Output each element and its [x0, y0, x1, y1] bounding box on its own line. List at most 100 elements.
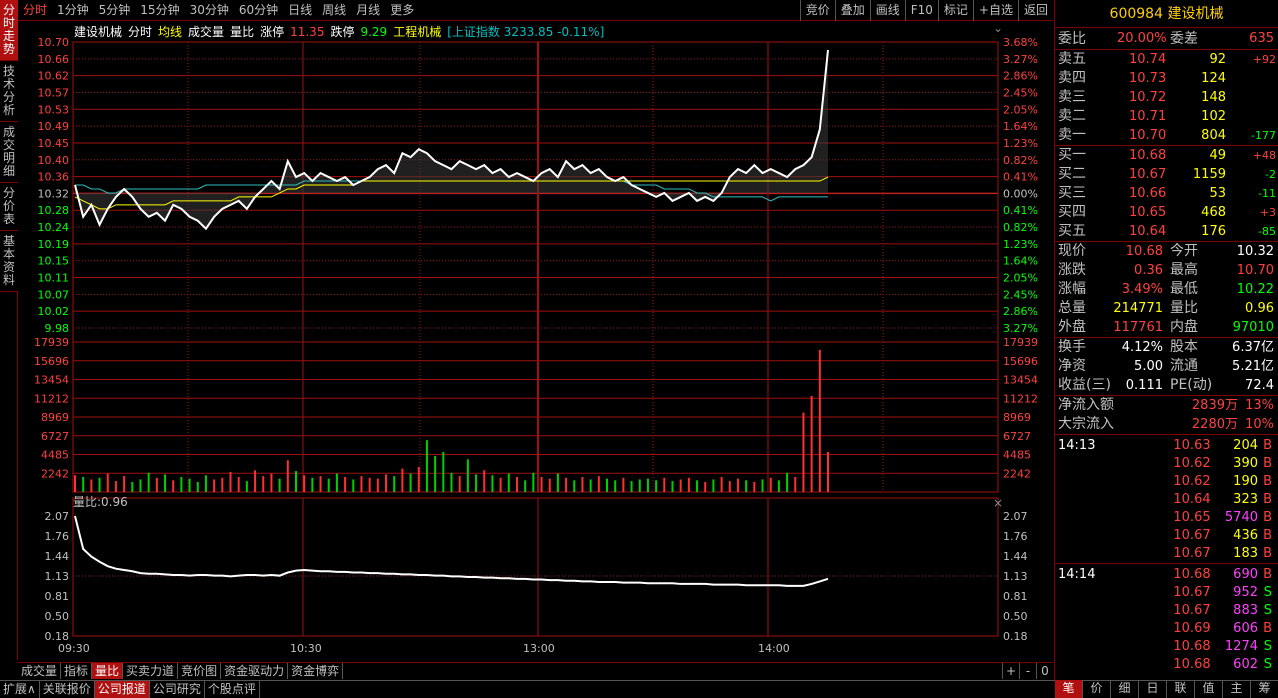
subtab-buysell-force[interactable]: 买卖力道: [123, 663, 179, 679]
f10-button[interactable]: F10: [904, 0, 938, 21]
tab-weekly[interactable]: 周线: [322, 3, 347, 17]
quote-panel-tab[interactable]: 笔: [1055, 680, 1083, 698]
legend-limit-up-value: 11.35: [290, 25, 325, 39]
volume-tick-label: 13454: [1003, 374, 1038, 387]
zoom-in-button[interactable]: +: [1002, 663, 1019, 679]
tab-5min[interactable]: 5分钟: [98, 3, 131, 17]
quote-panel-tab[interactable]: 细: [1111, 680, 1139, 698]
intraday-chart[interactable]: 10.70 10.66 10.62 10.57 10.53 10.49 10.45 10.40…: [18, 22, 1053, 662]
quote-row[interactable]: 总量 214771 量比 0.96: [1055, 299, 1278, 318]
quote-panel-tab[interactable]: 联: [1167, 680, 1195, 698]
btab-expand[interactable]: 扩展∧: [0, 681, 40, 698]
mark-button[interactable]: 标记: [937, 0, 973, 21]
volume-ratio-label: 量比:0.96: [73, 495, 128, 509]
close-subpanel-icon[interactable]: ×: [993, 496, 1003, 510]
ask-row[interactable]: 卖三 10.72 148: [1055, 88, 1278, 107]
auction-button[interactable]: 竞价: [799, 0, 835, 21]
legend-index[interactable]: [上证指数 3233.85 -0.11%]: [447, 25, 605, 39]
bid-row[interactable]: 买二 10.67 1159 -2: [1055, 165, 1278, 184]
bid-volume: 1159: [1192, 167, 1226, 182]
bid-row[interactable]: 买一 10.68 49 +48: [1055, 146, 1278, 165]
quote-panel-tab[interactable]: 主: [1223, 680, 1251, 698]
quote-value: 0.36: [1134, 263, 1163, 278]
tab-30min[interactable]: 30分钟: [189, 3, 229, 17]
quote-panel-tab[interactable]: 筹: [1251, 680, 1278, 698]
quote-row[interactable]: 现价 10.68 今开 10.32: [1055, 242, 1278, 261]
vtab-technical[interactable]: 技术分析: [0, 61, 18, 122]
ask-row[interactable]: 卖四 10.73 124: [1055, 69, 1278, 88]
subtab-indicator[interactable]: 指标: [61, 663, 93, 679]
vtab-trade-detail[interactable]: 成交明细: [0, 122, 18, 183]
fund-label: 收益(三): [1058, 377, 1111, 393]
flow-row[interactable]: 大宗流入 2280万 10%: [1055, 415, 1278, 434]
ask-row[interactable]: 卖一 10.70 804 -177: [1055, 126, 1278, 145]
tab-1min[interactable]: 1分钟: [57, 3, 89, 17]
ask-row[interactable]: 卖五 10.74 92 +92: [1055, 50, 1278, 69]
fund-label: PE(动): [1170, 377, 1213, 393]
bid-row[interactable]: 买四 10.65 468 +3: [1055, 203, 1278, 222]
fundamental-row[interactable]: 净资 5.00 流通 5.21亿: [1055, 357, 1278, 376]
ask-row[interactable]: 卖二 10.71 102: [1055, 107, 1278, 126]
quote-panel-tab[interactable]: 日: [1139, 680, 1167, 698]
bid-row[interactable]: 买五 10.64 176 -85: [1055, 222, 1278, 241]
vtab-price-table[interactable]: 分价表: [0, 183, 18, 231]
price-tick-label: 10.62: [38, 70, 70, 83]
btab-related-quotes[interactable]: 关联报价: [40, 681, 95, 698]
flow-row[interactable]: 净流入额 2839万 13%: [1055, 396, 1278, 415]
btab-stock-review[interactable]: 个股点评: [205, 681, 260, 698]
ratio-tick-label: 2.07: [1003, 510, 1028, 523]
pct-tick-label: 0.41%: [1003, 204, 1038, 217]
tab-monthly[interactable]: 月线: [356, 3, 381, 17]
fund-value: 0.111: [1125, 378, 1163, 393]
btab-company-research[interactable]: 公司研究: [150, 681, 205, 698]
draw-line-button[interactable]: 画线: [869, 0, 905, 21]
quote-value: 10.68: [1125, 244, 1163, 259]
quote-row[interactable]: 涨跌 0.36 最高 10.70: [1055, 261, 1278, 280]
weibi-row: 委比 20.00% 委差 635: [1055, 28, 1278, 50]
pct-tick-label: 3.27%: [1003, 53, 1038, 66]
legend-sector[interactable]: 工程机械: [393, 25, 442, 39]
reset-button[interactable]: 0: [1036, 663, 1053, 679]
quote-panel-tab[interactable]: 价: [1083, 680, 1111, 698]
ratio-tick-label: 0.81: [45, 590, 70, 603]
overlay-button[interactable]: 叠加: [834, 0, 870, 21]
btab-company-news[interactable]: 公司报道: [94, 681, 150, 698]
bid-level-label: 买一: [1058, 147, 1086, 163]
subtab-volratio[interactable]: 量比: [92, 663, 124, 679]
price-tick-label: 10.45: [38, 137, 70, 150]
ratio-tick-label: 0.81: [1003, 590, 1028, 603]
tick-price: 10.68: [1173, 639, 1211, 654]
zoom-out-button[interactable]: -: [1019, 663, 1036, 679]
bid-level-label: 买二: [1058, 166, 1086, 182]
subtab-auction-chart[interactable]: 竞价图: [178, 663, 222, 679]
vtab-basic-info[interactable]: 基本资料: [0, 231, 18, 292]
fundamental-row[interactable]: 收益(三) 0.111 PE(动) 72.4: [1055, 376, 1278, 395]
quote-row[interactable]: 涨幅 3.49% 最低 10.22: [1055, 280, 1278, 299]
fundamental-row[interactable]: 换手 4.12% 股本 6.37亿: [1055, 338, 1278, 357]
quote-row[interactable]: 外盘 117761 内盘 97010: [1055, 318, 1278, 337]
tab-more[interactable]: 更多: [390, 3, 415, 17]
back-button[interactable]: 返回: [1017, 0, 1053, 21]
time-tick-label: 13:00: [523, 642, 555, 655]
close-panel-icon[interactable]: ⌄: [993, 22, 1003, 35]
tab-timeshare[interactable]: 分时: [23, 3, 48, 17]
tab-60min[interactable]: 60分钟: [238, 3, 279, 17]
vtab-timeshare[interactable]: 分时走势: [0, 0, 18, 61]
tick-price: 10.67: [1173, 603, 1211, 618]
quote-panel-tab[interactable]: 值: [1195, 680, 1223, 698]
subtab-fund-driver[interactable]: 资金驱动力: [221, 663, 289, 679]
tick-side: B: [1263, 528, 1272, 543]
bid-row[interactable]: 买三 10.66 53 -11: [1055, 184, 1278, 203]
add-watchlist-button[interactable]: +自选: [972, 0, 1018, 21]
pct-tick-label: 2.86%: [1003, 70, 1038, 83]
bid-price: 10.66: [1129, 186, 1167, 201]
tab-daily[interactable]: 日线: [288, 3, 313, 17]
quote-panel-tabs: 笔价细日联值主筹: [1055, 680, 1278, 698]
tab-15min[interactable]: 15分钟: [140, 3, 180, 17]
subtab-volume[interactable]: 成交量: [18, 663, 62, 679]
ask-level-label: 卖三: [1058, 89, 1086, 105]
subtab-fund-game[interactable]: 资金博弈: [288, 663, 344, 679]
price-tick-label: 10.02: [38, 305, 70, 318]
price-line: [74, 49, 829, 231]
ratio-tick-label: 0.50: [45, 610, 70, 623]
